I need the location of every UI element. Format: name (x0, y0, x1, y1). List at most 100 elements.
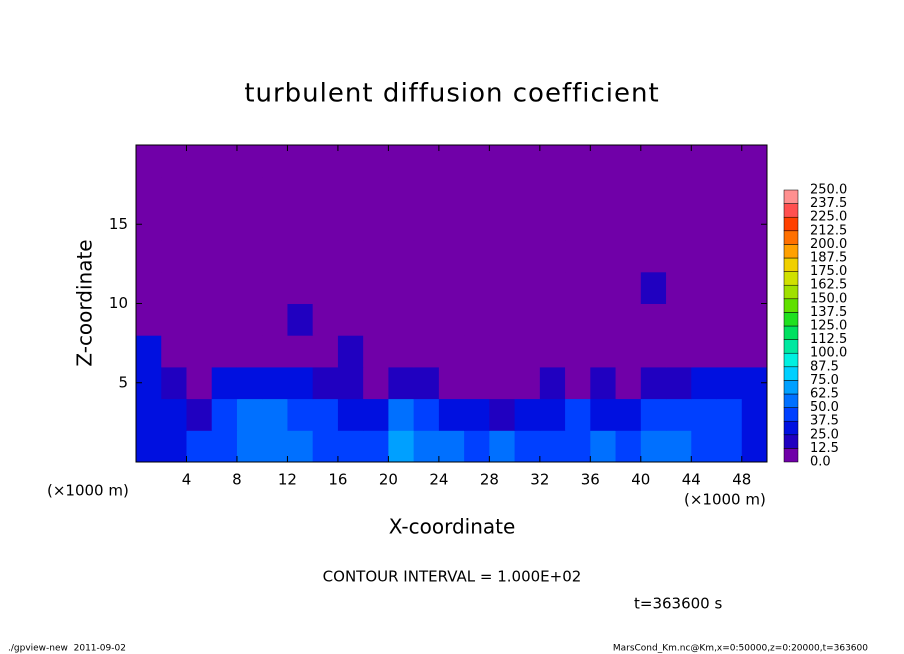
cell (464, 430, 490, 463)
cell (716, 398, 743, 431)
colorbar-label: 250.0 (810, 183, 847, 198)
cell (741, 145, 768, 178)
cell (464, 145, 490, 178)
cell (565, 335, 591, 368)
colorbar-swatch (783, 407, 799, 422)
footer-left: ./gpview-new 2011-09-02 (8, 644, 126, 654)
cell (464, 208, 490, 241)
cell (615, 303, 642, 336)
cell (413, 430, 440, 463)
cell (211, 208, 238, 241)
cell (186, 398, 213, 431)
cell (363, 271, 389, 304)
cell (211, 145, 238, 178)
cell (539, 271, 566, 304)
cell (161, 240, 187, 273)
cell (666, 335, 692, 368)
cell (514, 176, 541, 209)
colorbar-label: 175.0 (810, 264, 847, 279)
cell (312, 176, 339, 209)
cell (464, 303, 490, 336)
x-tick-label: 16 (328, 471, 347, 489)
cell (666, 430, 692, 463)
cell (565, 430, 591, 463)
cell (691, 145, 718, 178)
cell (413, 335, 440, 368)
cell (161, 145, 187, 178)
cell (337, 303, 364, 336)
cell (262, 240, 288, 273)
cell (388, 240, 415, 273)
cell (640, 176, 667, 209)
cell (136, 303, 162, 336)
cell (615, 335, 642, 368)
colorbar-label: 225.0 (810, 210, 847, 225)
cell (514, 240, 541, 273)
cell (489, 335, 516, 368)
cell (161, 208, 187, 241)
cell (438, 303, 465, 336)
cell (312, 366, 339, 400)
cell (489, 176, 516, 209)
cell (388, 271, 415, 304)
cell (438, 430, 465, 463)
cell (337, 240, 364, 273)
cell (186, 176, 213, 209)
cell (161, 303, 187, 336)
cell (741, 240, 768, 273)
cell (337, 398, 364, 431)
cell (489, 271, 516, 304)
colorbar-swatch (783, 298, 799, 313)
cell (236, 335, 263, 368)
cell (186, 430, 213, 463)
cell (161, 335, 187, 368)
x-tick-label: 8 (232, 471, 242, 489)
cell (514, 208, 541, 241)
colorbar-label: 150.0 (810, 291, 847, 306)
cell (514, 398, 541, 431)
cell (539, 430, 566, 463)
cell (741, 398, 768, 431)
cell (438, 208, 465, 241)
colorbar-label: 200.0 (810, 237, 847, 252)
cell (388, 366, 415, 400)
cell (136, 398, 162, 431)
cell (691, 335, 718, 368)
cell (666, 303, 692, 336)
colorbar-swatch (783, 257, 799, 272)
colorbar-label: 125.0 (810, 319, 847, 334)
cell (312, 398, 339, 431)
cell (186, 208, 213, 241)
cell (363, 176, 389, 209)
colorbar-swatch (783, 244, 799, 259)
cell (236, 145, 263, 178)
cell (262, 366, 288, 400)
cell (514, 303, 541, 336)
cell (514, 335, 541, 368)
y-unit: (×1000 m) (47, 482, 129, 500)
cell (312, 303, 339, 336)
colorbar-label: 87.5 (810, 359, 839, 374)
cell (337, 176, 364, 209)
cell (312, 430, 339, 463)
cell (363, 145, 389, 178)
cell (186, 303, 213, 336)
cell (716, 303, 743, 336)
cell (590, 176, 617, 209)
cell (186, 366, 213, 400)
colorbar-swatch (783, 325, 799, 340)
cell (640, 398, 667, 431)
cell (413, 366, 440, 400)
cell (136, 240, 162, 273)
cell (590, 366, 617, 400)
cell (363, 208, 389, 241)
cell (691, 208, 718, 241)
cell (287, 398, 314, 431)
cell (287, 240, 314, 273)
cell (691, 366, 718, 400)
cell (438, 176, 465, 209)
colorbar-label: 187.5 (810, 251, 847, 266)
cell (262, 398, 288, 431)
cell (287, 271, 314, 304)
cell (438, 240, 465, 273)
